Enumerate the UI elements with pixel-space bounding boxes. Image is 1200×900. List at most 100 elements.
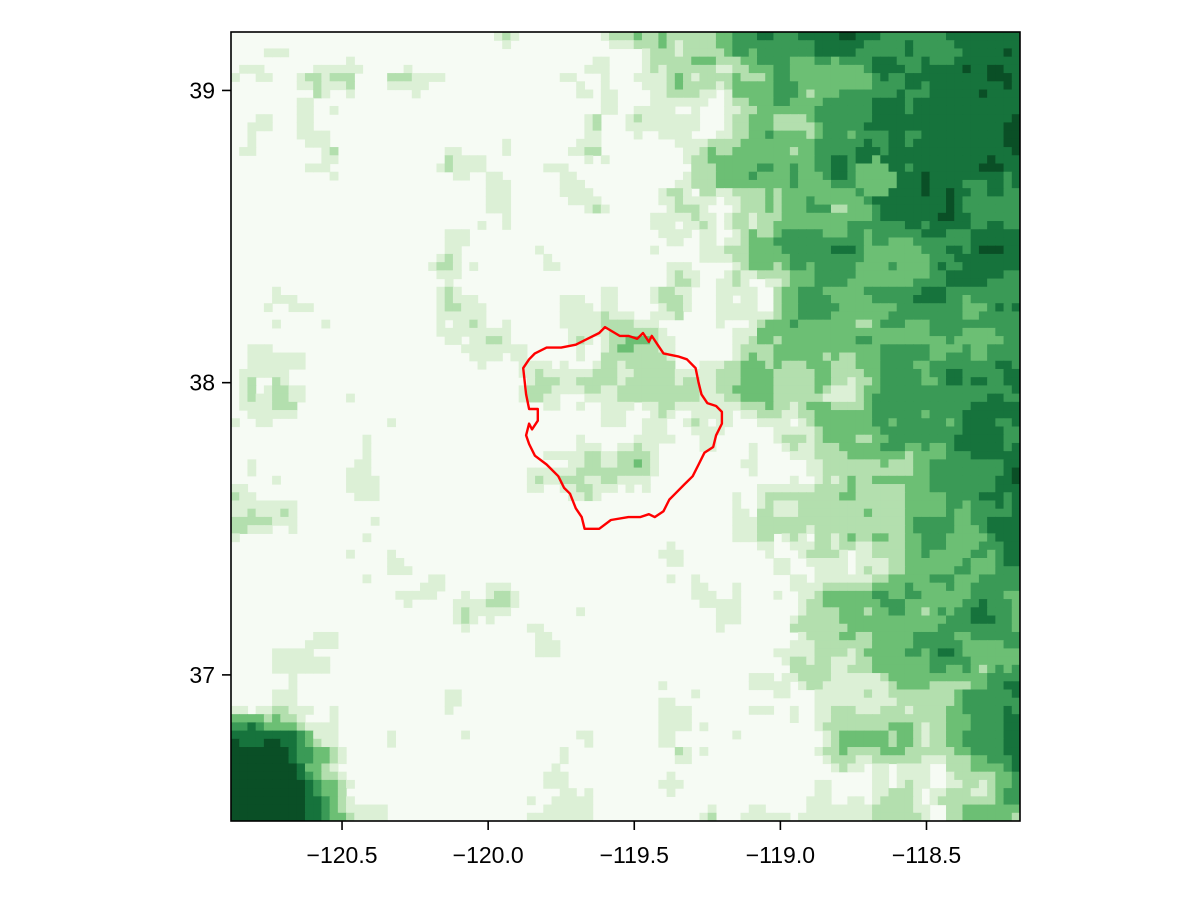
raster-cell <box>666 40 676 50</box>
raster-cell <box>855 393 865 403</box>
raster-cell <box>814 697 824 707</box>
raster-cell <box>921 451 931 460</box>
raster-cell <box>855 442 865 452</box>
raster-cell <box>494 607 503 617</box>
raster-cell <box>732 147 742 156</box>
raster-cell <box>913 607 922 617</box>
raster-cell <box>255 500 265 510</box>
raster-cell <box>420 73 429 82</box>
raster-cell <box>921 147 931 156</box>
raster-cell <box>1003 508 1013 518</box>
raster-cell <box>633 336 643 345</box>
raster-cell <box>567 295 577 304</box>
raster-cell <box>1003 270 1013 280</box>
raster-cell <box>559 377 569 387</box>
raster-cell <box>633 434 643 444</box>
raster-cell <box>904 221 914 230</box>
raster-cell <box>757 368 766 378</box>
raster-cell <box>1011 484 1020 493</box>
raster-cell <box>263 352 273 362</box>
raster-cell <box>995 484 1005 493</box>
raster-cell <box>855 697 865 707</box>
raster-cell <box>748 533 758 543</box>
raster-cell <box>288 714 298 723</box>
raster-cell <box>304 656 314 666</box>
raster-cell <box>872 237 881 247</box>
raster-cell <box>946 73 955 82</box>
raster-cell <box>970 788 980 797</box>
raster-cell <box>929 656 939 666</box>
raster-cell <box>592 442 602 452</box>
raster-cell <box>904 171 914 181</box>
raster-cell <box>896 377 906 387</box>
raster-cell <box>814 459 824 469</box>
raster-cell <box>370 516 380 526</box>
raster-cell <box>773 418 783 428</box>
raster-cell <box>280 664 290 674</box>
raster-cell <box>740 393 750 403</box>
raster-cell <box>822 336 832 345</box>
raster-cell <box>863 105 873 115</box>
raster-cell <box>789 286 799 296</box>
raster-cell <box>740 360 750 370</box>
raster-cell <box>822 385 832 395</box>
raster-cell <box>1003 253 1013 263</box>
raster-cell <box>757 196 766 206</box>
raster-cell <box>937 689 947 699</box>
raster-cell <box>814 155 824 165</box>
raster-cell <box>896 319 906 329</box>
raster-cell <box>1003 615 1013 625</box>
raster-cell <box>929 689 939 699</box>
raster-cell <box>576 81 586 91</box>
raster-cell <box>609 410 618 419</box>
raster-cell <box>830 64 840 74</box>
raster-cell <box>904 188 914 197</box>
raster-cell <box>1011 229 1020 239</box>
raster-cell <box>239 763 249 773</box>
raster-cell <box>995 81 1005 91</box>
raster-cell <box>773 377 783 387</box>
raster-cell <box>781 434 791 444</box>
raster-cell <box>863 467 873 477</box>
raster-cell <box>830 262 840 271</box>
raster-cell <box>822 196 832 206</box>
raster-cell <box>715 607 725 617</box>
raster-cell <box>913 681 922 691</box>
raster-cell <box>863 599 873 608</box>
raster-cell <box>896 508 906 518</box>
raster-cell <box>757 673 766 682</box>
raster-cell <box>724 122 733 132</box>
raster-cell <box>954 516 964 526</box>
raster-cell <box>896 40 906 50</box>
raster-cell <box>485 590 495 600</box>
raster-cell <box>288 681 298 691</box>
raster-cell <box>954 344 964 354</box>
raster-cell <box>403 73 413 82</box>
raster-cell <box>247 771 257 781</box>
raster-cell <box>995 204 1005 214</box>
raster-cell <box>280 393 290 403</box>
raster-cell <box>855 541 865 551</box>
raster-cell <box>937 393 947 403</box>
raster-cell <box>617 368 627 378</box>
raster-cell <box>691 147 701 156</box>
raster-cell <box>896 467 906 477</box>
raster-cell <box>1003 410 1013 419</box>
raster-cell <box>1011 771 1020 781</box>
raster-cell <box>263 796 273 806</box>
raster-cell <box>880 385 890 395</box>
raster-cell <box>625 122 635 132</box>
raster-cell <box>913 237 922 247</box>
raster-cell <box>855 590 865 600</box>
raster-cell <box>839 590 849 600</box>
raster-cell <box>263 738 273 748</box>
raster-cell <box>715 64 725 74</box>
raster-cell <box>880 122 890 132</box>
raster-cell <box>896 426 906 436</box>
raster-cell <box>830 327 840 337</box>
raster-cell <box>296 81 306 91</box>
raster-cell <box>395 558 405 567</box>
raster-cell <box>346 393 355 403</box>
raster-cell <box>584 336 594 345</box>
raster-cell <box>576 295 586 304</box>
